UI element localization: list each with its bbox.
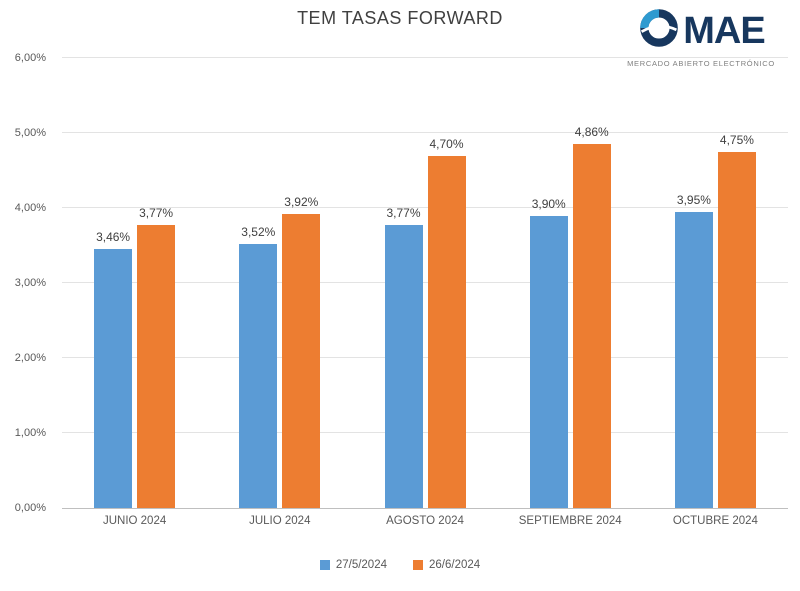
y-tick-label: 2,00% — [14, 352, 46, 365]
bar-series-26/6/2024: 4,75% — [717, 133, 756, 508]
legend-swatch — [413, 560, 423, 570]
bar-group: 3,77% 4,70% — [352, 58, 497, 508]
bar-group: 3,90% 4,86% — [498, 58, 643, 508]
x-axis-label: OCTUBRE 2024 — [672, 515, 758, 527]
x-axis-label: AGOSTO 2024 — [386, 515, 464, 527]
y-tick-label: 1,00% — [14, 427, 46, 440]
bar-value-label: 3,92% — [284, 195, 319, 209]
gridline — [62, 207, 788, 209]
y-tick-label: 0,00% — [14, 502, 46, 514]
mae-logo: MAE MERCADO ABIERTO ELECTRÓNICO — [612, 6, 790, 68]
bar-value-label: 3,95% — [676, 192, 711, 207]
bar-group: 3,52% 3,92% — [207, 58, 352, 508]
bar-group: 3,46% 3,77% — [62, 58, 207, 508]
plot-area: 3,46% 3,77% 3,52% 3,92% 3,77% 4,70% 3,90% 4,86%… — [62, 57, 788, 509]
bar-series-26/6/2024: 4,70% — [427, 137, 466, 508]
mae-logo-subtitle: MERCADO ABIERTO ELECTRÓNICO — [627, 59, 775, 68]
bar-series-27/5/2024: 3,90% — [529, 197, 568, 508]
x-axis-label: JULIO 2024 — [249, 515, 311, 527]
y-tick-label: 3,00% — [14, 277, 46, 289]
bar-series-27/5/2024: 3,95% — [674, 193, 713, 508]
y-axis: 0,00% 1,00% 2,00% 3,00% 4,00% 5,00% 6,00% — [0, 52, 50, 514]
gridline — [62, 432, 788, 434]
bar-value-label: 4,75% — [719, 132, 754, 147]
bar-group: 3,95% 4,75% — [643, 58, 788, 508]
legend-item: 27/5/2024 — [319, 559, 387, 571]
bar-value-label: 3,77% — [139, 206, 174, 221]
bar-value-label: 4,70% — [429, 136, 464, 151]
legend-label: 27/5/2024 — [335, 559, 387, 571]
bar-value-label: 3,46% — [96, 229, 131, 244]
bar-series-26/6/2024: 3,92% — [282, 195, 321, 508]
mae-logo-text: MAE — [683, 9, 765, 52]
x-axis: JUNIO 2024 JULIO 2024 AGOSTO 2024 SEPTIEMBR… — [62, 515, 788, 527]
bar-series-27/5/2024: 3,46% — [94, 230, 133, 508]
legend-label: 26/6/2024 — [429, 559, 481, 571]
chart-title: TEM TASAS FORWARD — [297, 8, 503, 28]
legend-swatch — [319, 560, 330, 570]
bar-value-label: 3,77% — [386, 206, 421, 221]
legend-item: 26/6/2024 — [413, 559, 480, 571]
mae-logo-icon — [637, 6, 681, 55]
bar-value-label: 3,52% — [241, 225, 276, 239]
gridline — [62, 282, 788, 283]
gridline — [62, 357, 788, 359]
x-axis-label: JUNIO 2024 — [102, 515, 167, 527]
gridline — [62, 132, 788, 133]
y-tick-label: 4,00% — [14, 202, 46, 215]
bar-series-26/6/2024: 3,77% — [137, 206, 176, 508]
legend: 27/5/2024 26/6/2024 — [0, 559, 800, 571]
y-tick-label: 5,00% — [14, 127, 46, 139]
x-axis-label: SEPTIEMBRE 2024 — [518, 515, 622, 527]
bar-series-27/5/2024: 3,77% — [384, 206, 423, 508]
bar-value-label: 4,86% — [574, 124, 609, 139]
bar-value-label: 3,90% — [531, 196, 566, 211]
y-tick-label: 6,00% — [14, 52, 46, 64]
bar-series-27/5/2024: 3,52% — [239, 225, 278, 508]
bar-series-26/6/2024: 4,86% — [572, 125, 611, 508]
gridline — [62, 57, 788, 58]
